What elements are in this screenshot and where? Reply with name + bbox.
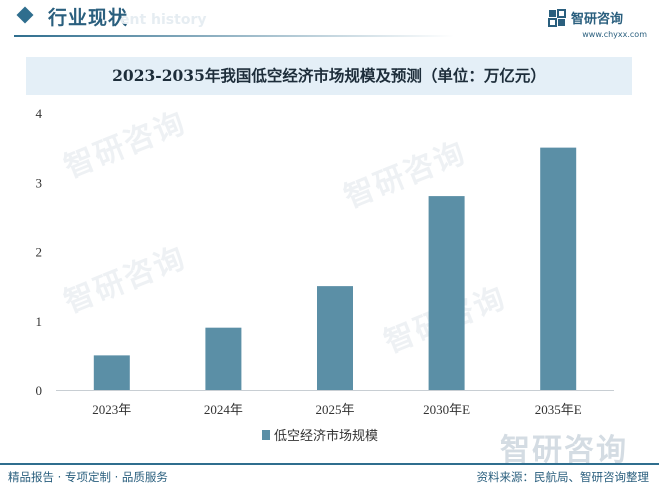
y-tick-label: 3 (36, 175, 43, 190)
bar (428, 196, 465, 390)
page-header: 行业现状 ent history 智研咨询 www.chyxx.com (0, 0, 659, 42)
legend-label: 低空经济市场规模 (274, 428, 378, 444)
x-tick-label: 2023年 (92, 402, 131, 417)
footer-source: 资料来源：民航局、智研咨询整理 (476, 470, 650, 484)
chart-title: 2023-2035年我国低空经济市场规模及预测（单位：万亿元） (112, 66, 546, 85)
bar (317, 286, 353, 390)
section-title: 行业现状 (48, 7, 129, 29)
brand-logo: 智研咨询 www.chyxx.com (547, 6, 647, 40)
brand-logo-icon (547, 8, 567, 28)
x-tick-label: 2025年 (315, 402, 354, 417)
brand-name: 智研咨询 (571, 12, 624, 27)
bar (540, 147, 577, 390)
x-tick-label: 2024年 (204, 402, 243, 417)
footer-tagline: 精品报告 · 专项定制 · 品质服务 (8, 470, 168, 484)
chart-title-band: 2023-2035年我国低空经济市场规模及预测（单位：万亿元） (26, 57, 632, 95)
header-divider (14, 35, 454, 37)
x-tick-label: 2035年E (535, 402, 582, 417)
brand-url: www.chyxx.com (582, 30, 647, 39)
legend-swatch (262, 430, 270, 440)
y-tick-label: 2 (36, 245, 43, 260)
y-tick-label: 4 (36, 106, 43, 121)
section-subtitle: ent history (120, 12, 207, 28)
x-tick-label: 2030年E (423, 402, 470, 417)
footer-divider (0, 463, 659, 465)
bar (205, 327, 242, 390)
y-tick-label: 0 (36, 383, 43, 398)
y-tick-label: 1 (36, 314, 43, 329)
bar (93, 355, 130, 390)
